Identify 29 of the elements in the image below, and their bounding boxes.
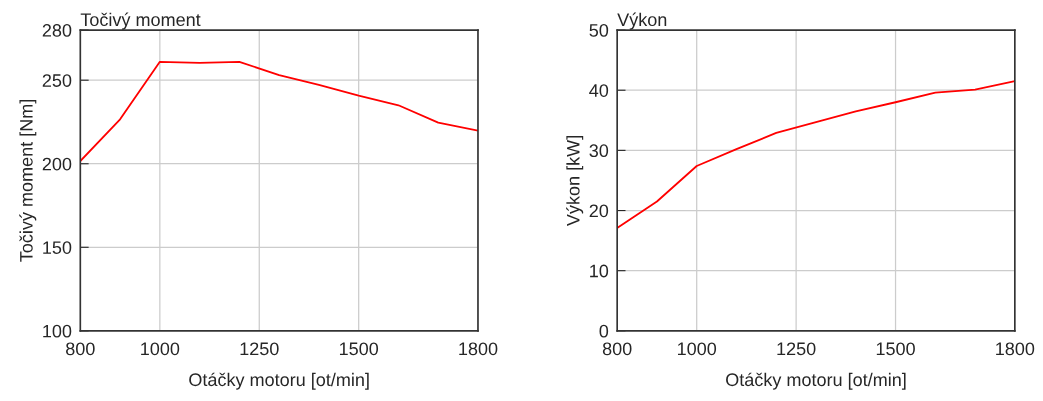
- chart-title: Výkon: [617, 12, 667, 30]
- x-tick-label: 1800: [996, 342, 1035, 356]
- x-tick-label: 1000: [141, 342, 180, 356]
- y-tick-label: 0: [599, 324, 609, 338]
- x-tick-label: 800: [602, 342, 632, 356]
- y-tick-label: 10: [590, 264, 609, 278]
- y-tick-label: 20: [589, 204, 609, 218]
- x-tick-label: 1800: [459, 342, 498, 356]
- line-series: [80, 60, 478, 162]
- y-tick-label: 40: [589, 84, 609, 97]
- x-tick-label: 1500: [339, 342, 379, 356]
- y-tick-label: 250: [42, 74, 72, 87]
- x-axis-title: Otáčky motoru [ot/min]: [189, 372, 369, 390]
- y-tick-label: 50: [589, 24, 609, 37]
- x-tick-label: 1000: [678, 342, 717, 356]
- line-series: [617, 80, 1015, 229]
- x-tick-label: 1500: [876, 342, 915, 356]
- y-tick-label: 30: [589, 144, 609, 158]
- x-tick-label: 800: [66, 342, 95, 356]
- y-tick-label: 200: [42, 157, 72, 171]
- x-tick-label: 1250: [240, 342, 279, 356]
- chart-title: Točivý moment: [80, 12, 201, 30]
- y-axis-title: Točivý moment [Nm]: [19, 99, 37, 262]
- y-tick-label: 150: [43, 241, 72, 254]
- y-tick-label: 280: [42, 24, 72, 37]
- x-axis-title: Otáčky motoru [ot/min]: [726, 372, 906, 390]
- y-tick-label: 100: [43, 324, 72, 338]
- x-tick-label: 1250: [777, 342, 816, 356]
- y-axis-title: Výkon [kW]: [566, 136, 584, 227]
